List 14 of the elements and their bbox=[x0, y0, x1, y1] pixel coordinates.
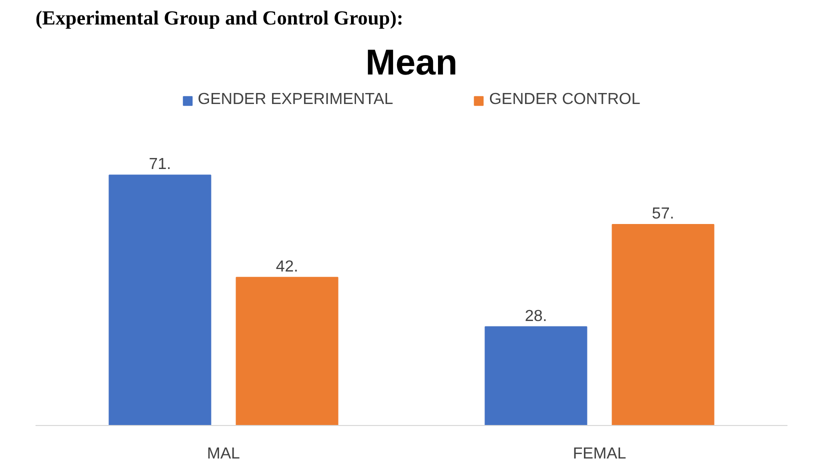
x-tick-label: MAL bbox=[207, 446, 240, 462]
legend-label: GENDER EXPERIMENTAL bbox=[198, 91, 394, 109]
data-label: 71. bbox=[148, 156, 172, 174]
bar bbox=[612, 224, 714, 426]
chart-title: Mean bbox=[365, 42, 458, 82]
text: (Experimental Group and Control Group): bbox=[36, 8, 404, 30]
data-label: 57. bbox=[652, 206, 674, 222]
bar bbox=[484, 326, 588, 426]
bar bbox=[236, 276, 338, 426]
legend-label: GENDER CONTROL bbox=[489, 91, 640, 109]
x-tick-label: FEMAL bbox=[572, 446, 626, 462]
bar bbox=[108, 174, 212, 426]
data-label: 42. bbox=[276, 258, 298, 276]
data-label: 28. bbox=[524, 308, 548, 325]
